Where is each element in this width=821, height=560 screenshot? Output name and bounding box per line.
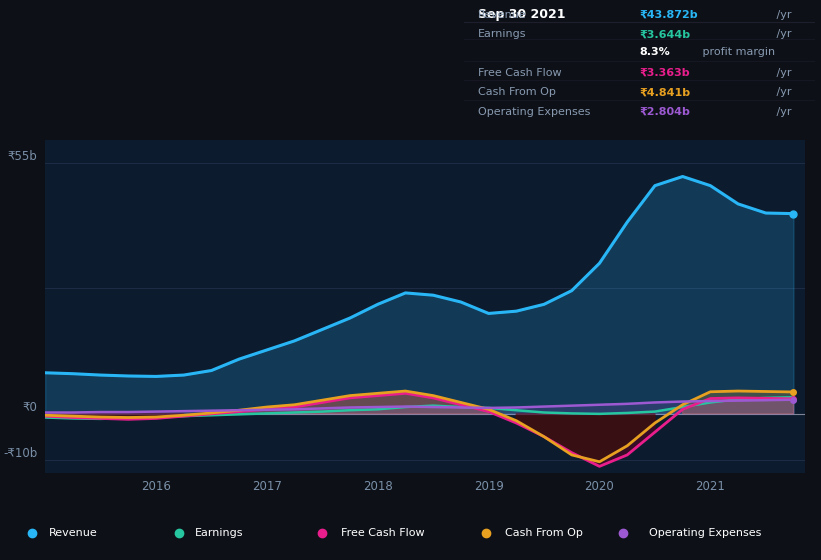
Text: Revenue: Revenue — [49, 529, 98, 538]
Text: /yr: /yr — [773, 30, 791, 39]
Text: Cash From Op: Cash From Op — [505, 529, 583, 538]
Text: ₹43.872b: ₹43.872b — [640, 10, 698, 20]
Text: ₹2.804b: ₹2.804b — [640, 107, 690, 117]
Text: ₹4.841b: ₹4.841b — [640, 87, 690, 97]
Text: ₹55b: ₹55b — [8, 150, 38, 163]
Text: profit margin: profit margin — [699, 46, 775, 57]
Text: Sep 30 2021: Sep 30 2021 — [478, 8, 566, 21]
Text: /yr: /yr — [773, 107, 791, 117]
Text: Free Cash Flow: Free Cash Flow — [341, 529, 424, 538]
Text: Earnings: Earnings — [195, 529, 244, 538]
Text: Free Cash Flow: Free Cash Flow — [478, 68, 562, 78]
Text: ₹3.644b: ₹3.644b — [640, 30, 690, 39]
Text: ₹3.363b: ₹3.363b — [640, 68, 690, 78]
Text: Operating Expenses: Operating Expenses — [649, 529, 761, 538]
Text: 2018: 2018 — [363, 480, 392, 493]
Text: Revenue: Revenue — [478, 10, 526, 20]
Text: Operating Expenses: Operating Expenses — [478, 107, 590, 117]
Text: 2017: 2017 — [252, 480, 282, 493]
Text: ₹0: ₹0 — [23, 401, 38, 414]
Text: 2020: 2020 — [585, 480, 614, 493]
Text: 8.3%: 8.3% — [640, 46, 670, 57]
Text: /yr: /yr — [773, 87, 791, 97]
Text: /yr: /yr — [773, 68, 791, 78]
Text: -₹10b: -₹10b — [3, 446, 38, 460]
Text: 2016: 2016 — [141, 480, 171, 493]
Text: 2019: 2019 — [474, 480, 503, 493]
Text: /yr: /yr — [773, 10, 791, 20]
Text: Cash From Op: Cash From Op — [478, 87, 556, 97]
Text: 2021: 2021 — [695, 480, 725, 493]
Text: Earnings: Earnings — [478, 30, 526, 39]
